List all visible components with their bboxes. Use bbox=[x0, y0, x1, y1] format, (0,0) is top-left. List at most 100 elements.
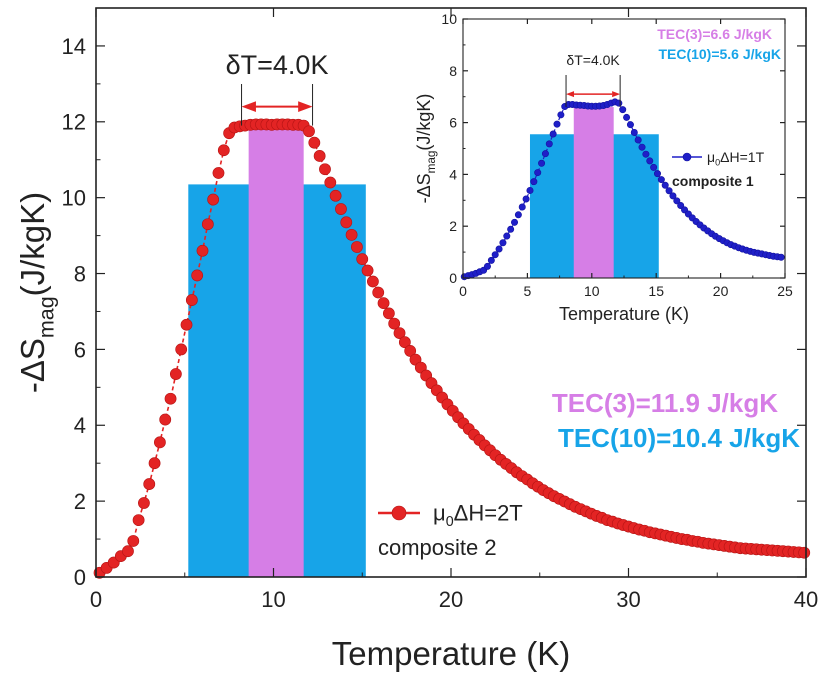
x-axis-title: Temperature (K) bbox=[559, 304, 689, 324]
data-point bbox=[308, 136, 321, 149]
data-point bbox=[196, 244, 209, 257]
x-tick-label: 0 bbox=[459, 283, 467, 299]
x-tick-label: 10 bbox=[261, 587, 285, 612]
data-point bbox=[148, 457, 161, 470]
data-point bbox=[483, 262, 491, 270]
data-point bbox=[138, 497, 150, 509]
data-point bbox=[526, 186, 534, 194]
data-point bbox=[185, 294, 198, 306]
annotation-arrowhead-left bbox=[241, 101, 256, 113]
y-tick-label: 8 bbox=[74, 261, 86, 286]
data-point bbox=[207, 193, 220, 206]
data-point bbox=[626, 121, 634, 129]
data-point bbox=[541, 150, 549, 158]
data-point bbox=[201, 218, 214, 231]
legend-label: μ0ΔH=1T bbox=[707, 149, 765, 168]
data-point bbox=[503, 232, 511, 240]
legend-label: μ0ΔH=2T bbox=[433, 501, 523, 531]
data-point bbox=[487, 256, 495, 264]
data-point bbox=[377, 297, 390, 310]
data-point bbox=[777, 253, 785, 261]
data-point bbox=[122, 545, 134, 558]
y-tick-label: 10 bbox=[441, 11, 457, 27]
data-point bbox=[175, 343, 188, 356]
data-point bbox=[661, 181, 669, 189]
y-tick-label: 10 bbox=[62, 186, 86, 211]
x-tick-label: 25 bbox=[777, 283, 793, 299]
data-point bbox=[356, 253, 369, 266]
y-tick-label: 4 bbox=[449, 166, 457, 182]
data-point bbox=[511, 218, 519, 226]
data-point bbox=[634, 136, 642, 144]
data-point bbox=[549, 130, 557, 138]
data-point bbox=[514, 211, 522, 219]
y-tick-label: 2 bbox=[449, 218, 457, 234]
legend-note: composite 1 bbox=[672, 173, 754, 189]
data-point bbox=[329, 189, 342, 202]
data-point bbox=[143, 478, 156, 490]
data-point bbox=[642, 150, 650, 158]
data-point bbox=[303, 125, 315, 138]
y-tick-label: 0 bbox=[449, 270, 457, 286]
x-tick-label: 0 bbox=[90, 587, 102, 612]
x-tick-label: 10 bbox=[584, 283, 600, 299]
data-point bbox=[191, 269, 204, 282]
legend-marker bbox=[682, 152, 692, 162]
data-point bbox=[630, 128, 638, 136]
y-axis-title: -ΔSmag(J/kgK) bbox=[14, 192, 58, 393]
data-point bbox=[646, 157, 654, 165]
data-point bbox=[623, 113, 631, 121]
data-point bbox=[665, 187, 673, 195]
data-point bbox=[553, 120, 561, 128]
data-point bbox=[340, 216, 353, 229]
data-point bbox=[153, 436, 166, 449]
data-point bbox=[382, 307, 395, 320]
y-tick-label: 14 bbox=[62, 34, 86, 59]
data-point bbox=[180, 318, 193, 331]
tec-bar bbox=[248, 125, 304, 578]
data-point bbox=[653, 170, 661, 178]
x-tick-label: 20 bbox=[439, 587, 463, 612]
x-tick-label: 40 bbox=[794, 587, 818, 612]
data-point bbox=[530, 178, 538, 186]
y-tick-label: 0 bbox=[74, 565, 86, 590]
data-point bbox=[557, 111, 565, 119]
y-tick-label: 6 bbox=[74, 337, 86, 362]
y-tick-label: 6 bbox=[449, 115, 457, 131]
data-point bbox=[372, 286, 385, 299]
data-point bbox=[545, 140, 553, 148]
data-point bbox=[518, 203, 526, 211]
data-point bbox=[404, 345, 417, 357]
data-point bbox=[366, 275, 379, 288]
data-point bbox=[398, 336, 411, 349]
tec-label: TEC(3)=11.9 J/kgK bbox=[552, 388, 778, 418]
data-point bbox=[673, 197, 681, 205]
data-point bbox=[522, 195, 530, 203]
inset-plot: μ0ΔH=1T composite 1 δT=4.0K TEC(10)=5.6 J/k… bbox=[414, 11, 793, 324]
y-tick-label: 2 bbox=[74, 489, 86, 514]
y-tick-label: 12 bbox=[62, 110, 86, 135]
tec-label: TEC(3)=6.6 J/kgK bbox=[657, 26, 772, 42]
annotation-arrowhead-left bbox=[566, 91, 575, 98]
legend-marker bbox=[391, 505, 407, 521]
data-point bbox=[319, 163, 331, 176]
data-point bbox=[164, 392, 177, 405]
y-axis-title: -ΔSmag(J/kgK) bbox=[414, 94, 438, 204]
data-point bbox=[313, 150, 326, 162]
data-point bbox=[650, 163, 658, 171]
data-point bbox=[798, 546, 811, 559]
data-point bbox=[677, 201, 685, 209]
data-point bbox=[657, 176, 665, 184]
data-point bbox=[361, 264, 374, 277]
annotation-arrowhead-right bbox=[612, 91, 621, 98]
tec-bar bbox=[573, 107, 614, 278]
x-tick-label: 20 bbox=[713, 283, 729, 299]
data-point bbox=[669, 192, 677, 200]
annotation-label: δT=4.0K bbox=[566, 52, 620, 68]
tec-label: TEC(10)=5.6 J/kgK bbox=[658, 46, 781, 62]
data-point bbox=[495, 245, 503, 253]
annotation-arrowhead-right bbox=[298, 101, 313, 113]
data-point bbox=[324, 176, 337, 189]
annotation-label: δT=4.0K bbox=[226, 50, 329, 80]
